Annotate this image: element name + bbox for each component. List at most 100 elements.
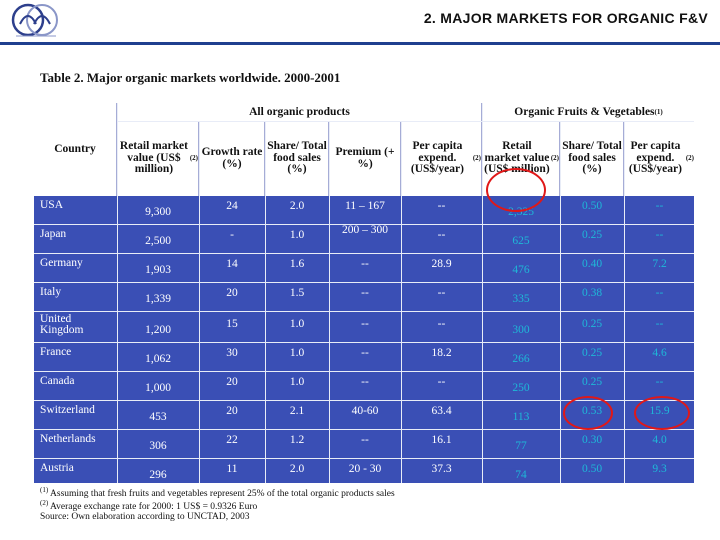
share-cell: 1.0: [289, 229, 305, 241]
table-body-background: [34, 196, 694, 483]
growth-cell: 14: [226, 258, 238, 270]
group-header-fv-note: (1): [654, 108, 663, 116]
grid-line: [329, 121, 330, 483]
growth-cell: 11: [226, 463, 238, 475]
grid-line: [34, 224, 694, 225]
column-header-premium: Premium (+ %): [330, 121, 400, 196]
country-cell: United Kingdom: [40, 313, 84, 336]
source-note: Source: Own elaboration according to UNC…: [40, 512, 250, 522]
fv-per-capita-cell: --: [655, 376, 664, 388]
fv-retail-cell: 476: [512, 264, 530, 276]
share-cell: 1.0: [289, 347, 305, 359]
table-caption: Table 2. Major organic markets worldwide…: [40, 70, 341, 85]
country-cell: Canada: [40, 375, 75, 387]
per-capita-cell: --: [437, 318, 446, 330]
country-cell: France: [40, 346, 72, 358]
footnote-2-mark: (2): [40, 499, 49, 507]
fv-per-capita-cell: --: [655, 229, 664, 241]
column-header-share: Share/ Total food sales (%): [266, 121, 328, 196]
per-capita-cell: 16.1: [431, 434, 452, 446]
grid-line: [34, 311, 694, 312]
country-cell: Japan: [40, 228, 67, 240]
share-cell: 2.0: [289, 200, 305, 212]
column-header-fv-retail-note: (2): [550, 153, 559, 162]
fv-share-cell: 0.50: [581, 200, 603, 212]
grid-line: [401, 121, 402, 483]
premium-cell: --: [361, 347, 369, 359]
premium-cell: --: [361, 434, 369, 446]
retail-cell: 296: [149, 469, 167, 481]
share-cell: 1.0: [289, 376, 305, 388]
fv-share-cell: 0.25: [581, 376, 603, 388]
footnote-1-text: Assuming that fresh fruits and vegetable…: [48, 489, 395, 500]
growth-cell: 20: [226, 376, 238, 388]
share-cell: 1.0: [289, 318, 305, 330]
column-header-fv-share-label: Share/ Total food sales (%): [562, 140, 622, 176]
grid-line: [560, 121, 561, 483]
share-cell: 1.6: [289, 258, 305, 270]
group-header-fv-label: Organic Fruits & Vegetables: [514, 106, 655, 118]
country-cell: Switzerland: [40, 404, 95, 416]
column-header-retail-note: (2): [189, 153, 198, 162]
growth-cell: 20: [226, 405, 238, 417]
retail-cell: 453: [149, 411, 167, 423]
column-header-per-capita-note: (2): [472, 153, 481, 162]
grid-line: [34, 458, 694, 459]
slide-header: 2. MAJOR MARKETS FOR ORGANIC F&V: [0, 0, 720, 44]
per-capita-cell: --: [437, 376, 446, 388]
table-row: Austria 296 11 2.0 20 - 30 37.3 74 0.50 …: [34, 459, 694, 483]
fv-per-capita-cell: 4.0: [652, 434, 667, 446]
footnote-1-mark: (1): [40, 486, 49, 494]
growth-cell: 22: [226, 434, 238, 446]
country-cell: USA: [40, 199, 64, 211]
fv-retail-cell: 266: [512, 353, 530, 365]
retail-cell: 1,062: [145, 353, 171, 365]
country-cell: Germany: [40, 257, 83, 269]
group-header-fruits-vegetables: Organic Fruits & Vegetables (1): [483, 103, 694, 121]
table-row: Japan 2,500 - 1.0 200 – 300 -- 625 0.25 …: [34, 224, 694, 253]
country-cell: Netherlands: [40, 433, 96, 445]
per-capita-cell: 28.9: [431, 258, 452, 270]
highlight-circle-switzerland-fv-share: [563, 396, 613, 430]
growth-cell: -: [230, 229, 234, 241]
grid-line: [265, 121, 266, 483]
column-header-per-capita: Per capita expend. (US$/year) (2): [402, 121, 481, 196]
share-cell: 1.5: [289, 287, 305, 299]
fv-per-capita-cell: --: [655, 200, 664, 212]
grid-line: [34, 342, 694, 343]
growth-cell: 20: [226, 287, 238, 299]
footnote-2: (2) Average exchange rate for 2000: 1 US…: [40, 499, 257, 512]
fv-share-cell: 0.25: [581, 229, 603, 241]
retail-cell: 1,200: [145, 324, 171, 336]
organization-logo-icon: [11, 3, 58, 37]
column-header-retail-label: Retail market value (US$ million): [119, 140, 188, 176]
fv-retail-cell: 77: [515, 440, 527, 452]
table-row: USA 9,300 24 2.0 11 – 167 -- 2,325 0.50 …: [34, 196, 694, 224]
table-row: United Kingdom 1,200 15 1.0 -- -- 300 0.…: [34, 312, 694, 342]
fv-per-capita-cell: --: [655, 318, 664, 330]
premium-cell: 11 – 167: [345, 200, 385, 212]
fv-per-capita-cell: --: [655, 287, 664, 299]
fv-share-cell: 0.38: [581, 287, 603, 299]
premium-cell: --: [361, 258, 369, 270]
column-header-share-label: Share/ Total food sales (%): [267, 140, 327, 176]
column-header-fv-per-capita-note: (2): [685, 153, 694, 162]
growth-cell: 30: [226, 347, 238, 359]
grid-line: [117, 103, 118, 483]
growth-cell: 24: [226, 200, 238, 212]
column-header-premium-label: Premium (+ %): [335, 146, 395, 170]
fv-per-capita-cell: 7.2: [652, 258, 667, 270]
highlight-circle-switzerland-fv-per-capita: [634, 396, 690, 430]
fv-retail-cell: 74: [515, 469, 527, 481]
table-row: Italy 1,339 20 1.5 -- -- 335 0.38 --: [34, 283, 694, 311]
fv-share-cell: 0.40: [581, 258, 603, 270]
grid-line: [199, 121, 200, 483]
grid-line: [34, 282, 694, 283]
header-divider: [0, 42, 720, 45]
column-header-fv-share: Share/ Total food sales (%): [561, 121, 623, 196]
fv-retail-cell: 335: [512, 293, 530, 305]
column-header-growth: Growth rate (%): [200, 121, 264, 196]
fv-per-capita-cell: 9.3: [652, 463, 667, 475]
premium-cell: --: [361, 318, 369, 330]
share-cell: 1.2: [289, 434, 305, 446]
